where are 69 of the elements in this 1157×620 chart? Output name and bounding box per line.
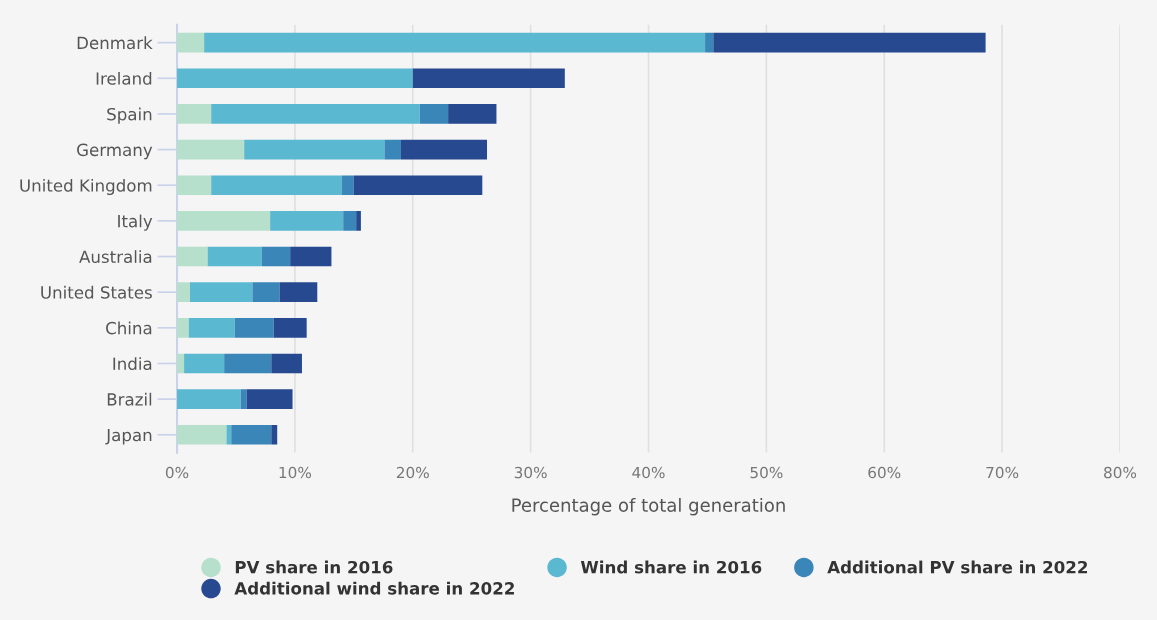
y-tick-label: United Kingdom	[20, 178, 152, 196]
x-tick-label: 50%	[750, 466, 783, 479]
bar	[448, 104, 497, 124]
bar	[400, 139, 488, 160]
bar	[271, 353, 302, 374]
bar	[252, 282, 280, 302]
bar	[231, 424, 272, 445]
bar	[189, 282, 253, 302]
bar	[279, 282, 318, 302]
y-tick-label: Brazil	[107, 392, 152, 406]
legend-label: PV share in 2016	[235, 560, 393, 574]
bar	[240, 389, 247, 409]
bar	[177, 318, 189, 338]
bar	[353, 175, 483, 196]
bar	[244, 139, 385, 160]
x-tick-label: 40%	[632, 466, 665, 479]
bar	[177, 282, 190, 302]
bar	[207, 246, 262, 267]
bar	[412, 68, 565, 89]
bar	[177, 246, 208, 267]
x-tick-label: 30%	[514, 466, 547, 479]
bar	[705, 32, 714, 53]
bar	[211, 104, 420, 124]
bar	[177, 389, 241, 409]
bar	[177, 68, 413, 89]
y-tick-label: Italy	[118, 214, 153, 231]
x-tick-label: 80%	[1104, 466, 1137, 479]
y-tick-label: Germany	[77, 143, 153, 160]
bar	[177, 424, 227, 445]
bar	[246, 389, 293, 409]
bar	[177, 211, 271, 231]
bar	[342, 175, 354, 196]
bar	[188, 318, 235, 338]
bar	[343, 211, 357, 231]
legend-label: Additional wind share in 2022	[234, 581, 514, 595]
y-tick-label: United States	[41, 285, 152, 299]
legend-label: Additional PV share in 2022	[827, 560, 1088, 574]
bar	[224, 353, 272, 374]
x-tick-label: 10%	[279, 466, 312, 479]
y-tick-label: Australia	[79, 250, 152, 264]
bar	[177, 32, 205, 53]
y-tick-label: Denmark	[77, 36, 153, 50]
bar	[290, 246, 332, 267]
x-tick-label: 20%	[396, 466, 429, 479]
bar	[184, 353, 225, 374]
y-tick-label: Japan	[105, 428, 152, 445]
bar	[270, 211, 344, 231]
bar	[177, 139, 245, 160]
legend-label: Wind share in 2016	[580, 560, 762, 574]
bar	[204, 32, 706, 53]
bar	[356, 211, 361, 231]
x-axis-title: Percentage of total generation	[512, 497, 785, 516]
bar	[384, 139, 401, 160]
bar	[177, 104, 212, 124]
bar	[261, 246, 291, 267]
y-tick-label: Ireland	[96, 71, 152, 85]
y-tick-label: Spain	[107, 107, 152, 124]
x-tick-label: 70%	[986, 466, 1019, 479]
bar	[273, 318, 307, 338]
y-tick-label: China	[106, 321, 152, 335]
x-tick-label: 0%	[165, 466, 189, 479]
bar	[211, 175, 343, 196]
bar	[271, 424, 278, 445]
bar	[234, 318, 274, 338]
x-tick-label: 60%	[868, 466, 901, 479]
y-tick-label: India	[113, 357, 152, 371]
bar	[419, 104, 449, 124]
bar	[177, 175, 212, 196]
bar	[713, 32, 986, 53]
